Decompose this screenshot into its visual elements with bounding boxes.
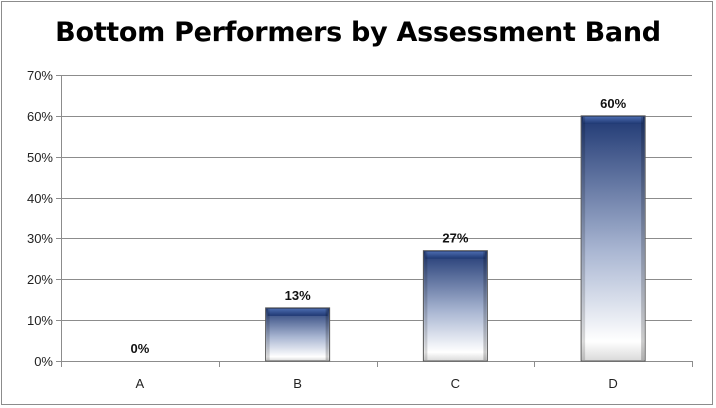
y-tick-label: 60% [27,109,53,124]
y-tick-label: 50% [27,150,53,165]
bar-bevel [425,251,486,259]
y-tick-label: 30% [27,231,53,246]
x-tick-label: A [136,376,145,391]
bar-edge [483,251,487,360]
labels: 0% 10% 20% 30% 40% 50% 60% 70% A 0% B 13% C 27% D 60% [27,68,627,391]
data-label: 60% [600,96,626,111]
x-tick-label: B [293,376,302,391]
axes [56,75,693,367]
data-label: 13% [285,288,311,303]
bar-edge [325,308,329,360]
x-tick-label: C [451,376,460,391]
y-tick-label: 40% [27,191,53,206]
bar-edge [641,116,645,360]
data-label: 0% [130,341,149,356]
y-tick-label: 20% [27,272,53,287]
y-tick-label: 10% [27,313,53,328]
y-tick-label: 70% [27,68,53,83]
bars [265,115,646,362]
y-tick-label: 0% [34,354,53,369]
bar-bevel [267,308,328,316]
bar-edge [266,308,270,360]
bar-edge [424,251,428,360]
bar [422,250,488,362]
bar [580,115,646,362]
bar [265,307,331,362]
bar-edge [582,116,586,360]
chart-title: Bottom Performers by Assessment Band [55,17,661,48]
bar-bevel [583,116,644,124]
data-label: 27% [442,231,468,246]
x-tick-label: D [608,376,617,391]
